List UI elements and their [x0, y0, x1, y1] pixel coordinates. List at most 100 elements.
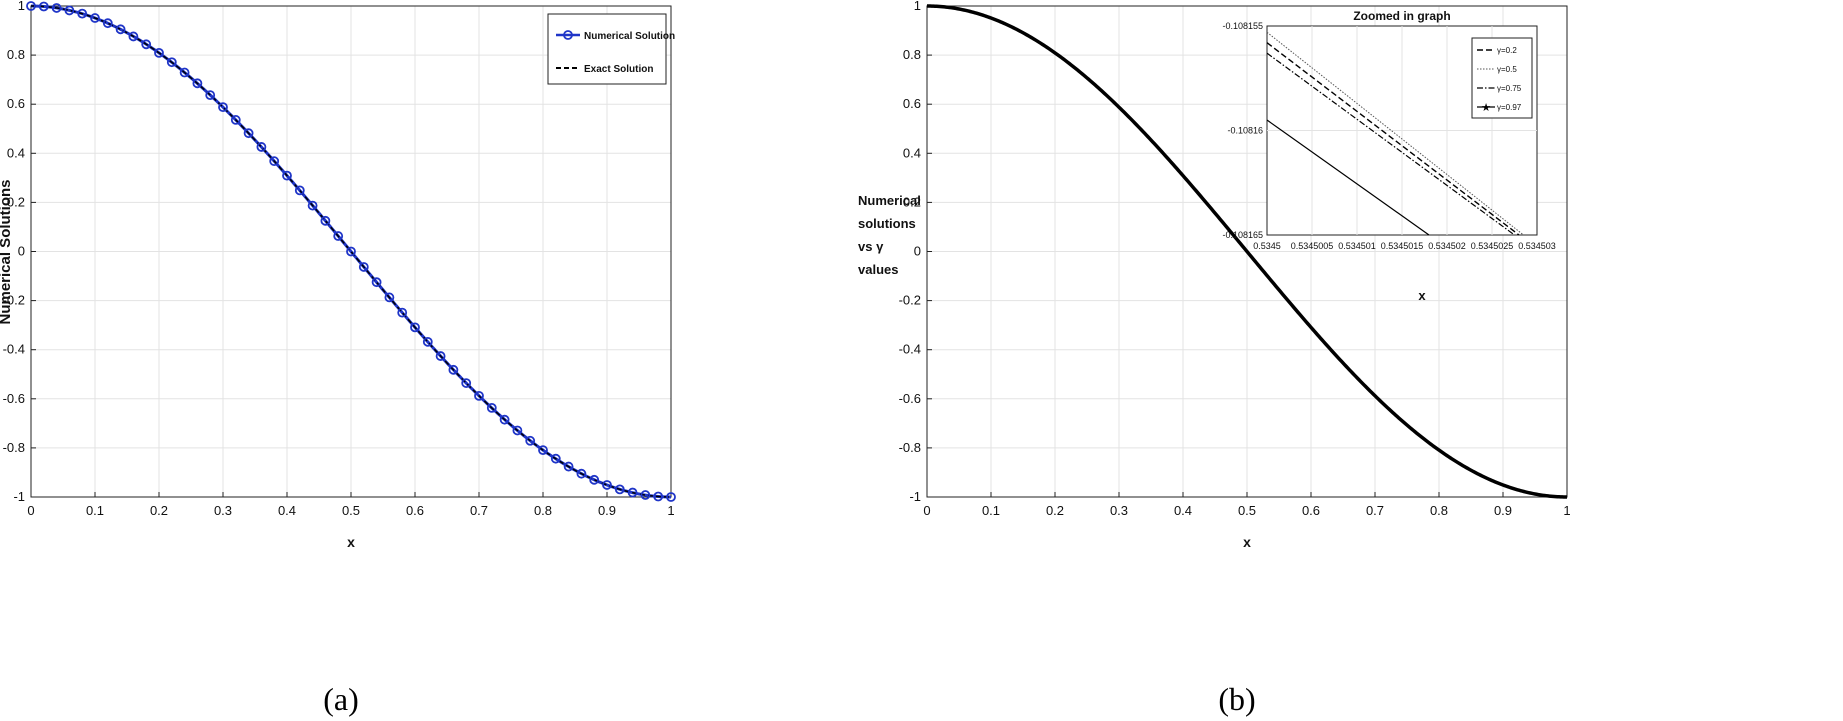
data-point: [77, 8, 88, 19]
y-tick-label: -0.6: [3, 391, 25, 406]
inset-x-tick-label: 0.5345015: [1381, 241, 1424, 251]
data-point: [333, 231, 344, 241]
data-point: [499, 414, 510, 425]
data-point: [205, 90, 216, 101]
x-tick-label: 0.7: [1366, 503, 1384, 518]
data-point: [320, 215, 331, 226]
x-tick-label: 0.1: [982, 503, 1000, 518]
star-marker-icon: ★: [1481, 102, 1491, 114]
inset-legend-label: γ=0.2: [1497, 46, 1517, 55]
y-tick-label: 0.4: [7, 145, 25, 160]
x-tick-label: 1: [667, 503, 674, 518]
x-tick-label: 0.6: [406, 503, 424, 518]
data-point: [448, 364, 459, 375]
y-tick-label: 0.2: [7, 194, 25, 209]
data-point: [192, 78, 203, 89]
data-point: [218, 102, 228, 113]
inset-y-tick-label: -0.10816: [1227, 126, 1263, 136]
y-tick-label: -0.6: [899, 391, 921, 406]
y-tick-label: -0.2: [899, 293, 921, 308]
y-tick-label: -0.8: [3, 440, 25, 455]
data-point: [115, 24, 126, 35]
inset-series-line-0: [1266, 42, 1520, 236]
x-tick-label: 0.4: [1174, 503, 1192, 518]
inset-series-line-3: [1266, 119, 1430, 236]
x-tick-label: 0: [27, 503, 34, 518]
data-point: [384, 292, 395, 303]
data-point: [627, 487, 638, 498]
x-tick-label: 0.3: [1110, 503, 1128, 518]
data-point: [358, 262, 369, 272]
x-tick-label: 0.1: [86, 503, 104, 518]
legend-numerical-label: Numerical Solution: [584, 31, 675, 42]
y-tick-label: 0.6: [7, 96, 25, 111]
data-point: [474, 390, 484, 401]
y-tick-label: 0.8: [7, 47, 25, 62]
x-tick-label: 1: [1563, 503, 1570, 518]
data-point: [26, 1, 36, 11]
data-point: [179, 67, 190, 78]
data-point: [550, 453, 561, 464]
data-point: [563, 461, 574, 472]
y-axis-label-line: solutions: [858, 216, 916, 231]
inset-y-tick-label: -0.108155: [1222, 21, 1263, 31]
x-tick-label: 0.2: [1046, 503, 1064, 518]
data-point: [435, 351, 446, 361]
figure-caption: (b): [1218, 681, 1255, 717]
data-point: [461, 378, 472, 388]
data-point: [512, 425, 523, 436]
y-axis-label-line: Numerical: [858, 193, 921, 208]
chart-a: 0 0.1 0.2 0.3 0.4 0.5 0.6 0.7 0.8 0.9 1 -1 -0.8 -0.6 -…: [0, 0, 676, 717]
y-tick-label: 0: [914, 244, 921, 259]
data-point: [614, 484, 625, 495]
data-point: [346, 246, 356, 257]
inset-x-axis-label: x: [1418, 288, 1426, 303]
data-point: [397, 307, 408, 318]
data-point: [230, 115, 241, 125]
y-axis-label: Numerical Solutions: [0, 179, 14, 324]
y-tick-label: -0.4: [899, 342, 921, 357]
y-tick-label: 0.2: [903, 194, 921, 209]
data-point: [256, 142, 267, 152]
inset-title: Zoomed in graph: [1353, 9, 1450, 23]
data-point: [589, 474, 600, 485]
data-point: [269, 156, 280, 167]
inset-legend-label: γ=0.5: [1497, 65, 1517, 74]
data-point: [166, 57, 177, 68]
y-tick-label: 1: [18, 0, 25, 13]
data-point: [38, 1, 49, 12]
data-point: [576, 468, 587, 479]
x-tick-label: 0.9: [598, 503, 616, 518]
data-point: [128, 31, 139, 42]
data-point: [666, 492, 676, 502]
y-tick-label: 0.8: [903, 47, 921, 62]
x-axis-label: x: [1243, 534, 1251, 550]
inset-legend-label: γ=0.97: [1497, 103, 1522, 112]
data-point: [282, 170, 292, 181]
inset-legend-box: [1471, 37, 1533, 119]
x-tick-label: 0.9: [1494, 503, 1512, 518]
data-point: [51, 3, 62, 13]
figure-caption: (a): [323, 681, 359, 717]
x-tick-label: 0.8: [534, 503, 552, 518]
legend-box: [547, 13, 667, 85]
x-tick-label: 0.6: [1302, 503, 1320, 518]
x-tick-label: 0.8: [1430, 503, 1448, 518]
y-tick-label: -1: [13, 489, 25, 504]
data-point: [90, 13, 100, 23]
x-tick-label: 0.3: [214, 503, 232, 518]
data-point: [640, 490, 651, 500]
inset-series-line-2: [1266, 52, 1515, 236]
series-main-line: [926, 4, 1568, 499]
inset-x-tick-label: 0.534503: [1518, 241, 1556, 251]
y-tick-label: -0.4: [3, 342, 25, 357]
chart-b: 0 0.1 0.2 0.3 0.4 0.5 0.6 0.7 0.8 0.9 1 -1 -0.8 -0.6 -…: [858, 0, 1571, 717]
data-point: [64, 5, 75, 16]
inset-chart: Zoomed in graph 0.5345 0.5345005 0.534501 0.…: [1222, 9, 1555, 303]
y-tick-label: 0: [18, 244, 25, 259]
y-axis-label-line: values: [858, 262, 898, 277]
inset-x-tick-label: 0.5345025: [1471, 241, 1514, 251]
x-tick-label: 0.2: [150, 503, 168, 518]
x-tick-label: 0: [923, 503, 930, 518]
